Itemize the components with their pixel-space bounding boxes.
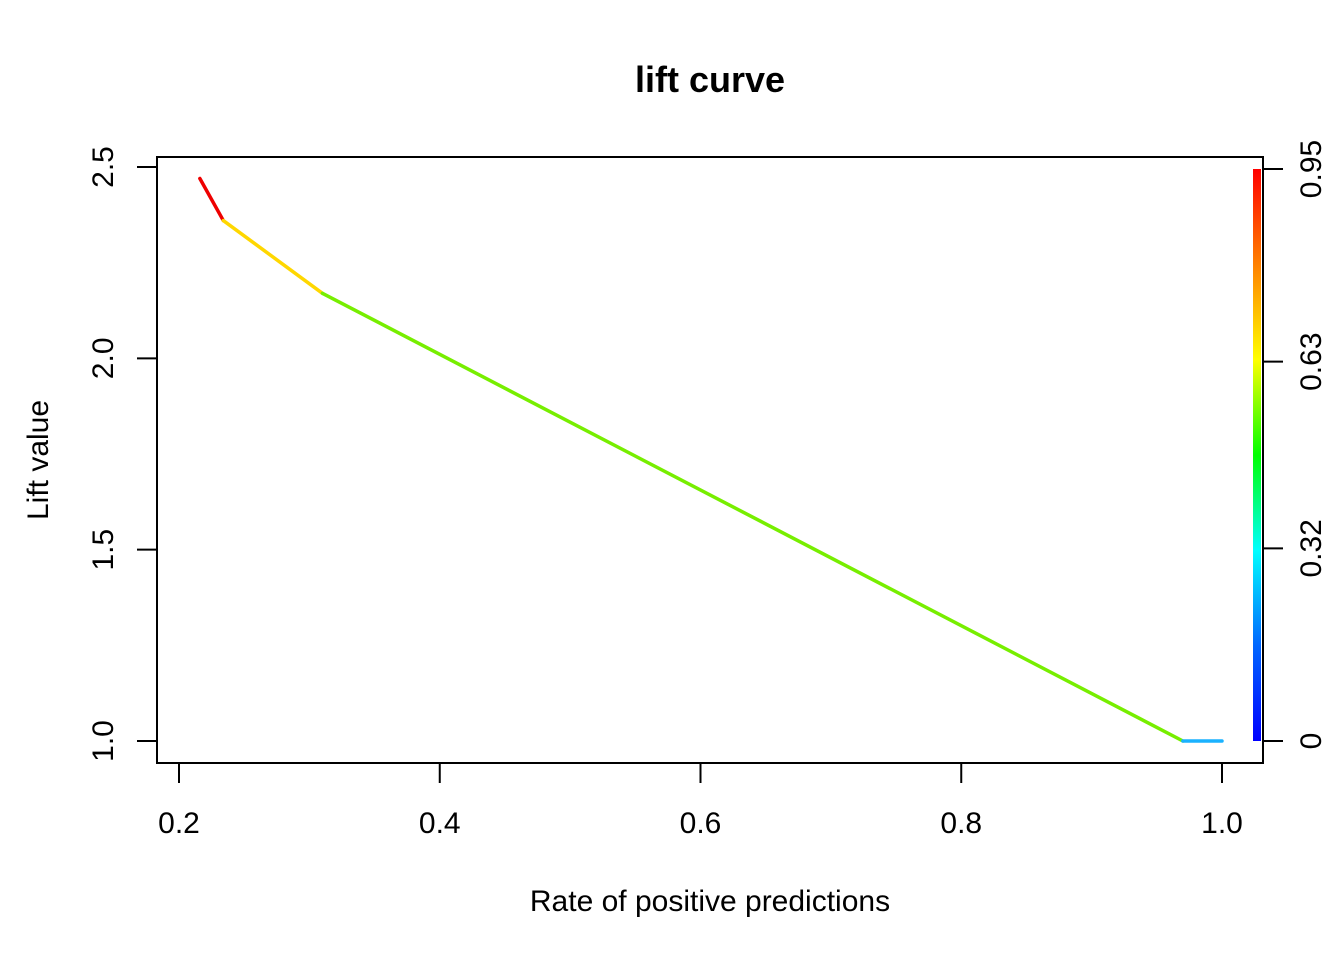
lift-segment xyxy=(320,291,1185,743)
plot-frame xyxy=(156,156,1264,764)
x-tick-label: 0.6 xyxy=(680,807,722,840)
y-tick-label: 2.0 xyxy=(87,337,120,379)
y-axis-label: Lift value xyxy=(22,400,55,520)
x-tick-label: 0.8 xyxy=(940,807,982,840)
y-axis: 1.0 1.5 2.0 2.5 xyxy=(87,146,158,762)
x-tick-label: 0.2 xyxy=(158,807,200,840)
lift-series xyxy=(198,176,1224,743)
chart-title: lift curve xyxy=(635,59,785,100)
colorbar: 0 0.32 0.63 0.95 xyxy=(1253,140,1328,750)
x-axis-label: Rate of positive predictions xyxy=(530,885,890,918)
x-axis: 0.2 0.4 0.6 0.8 1.0 xyxy=(158,762,1243,840)
y-tick-label: 2.5 xyxy=(87,146,120,188)
colorbar-gradient xyxy=(1253,169,1261,741)
colorbar-tick-label: 0 xyxy=(1295,733,1328,750)
x-tick-label: 1.0 xyxy=(1201,807,1243,840)
y-tick-label: 1.5 xyxy=(87,529,120,571)
x-tick-label: 0.4 xyxy=(419,807,461,840)
colorbar-tick-label: 0.32 xyxy=(1295,519,1328,577)
lift-segment xyxy=(221,218,325,296)
y-tick-label: 1.0 xyxy=(87,720,120,762)
colorbar-tick-label: 0.63 xyxy=(1295,332,1328,390)
colorbar-tick-label: 0.95 xyxy=(1295,140,1328,198)
lift-segment xyxy=(198,176,226,223)
